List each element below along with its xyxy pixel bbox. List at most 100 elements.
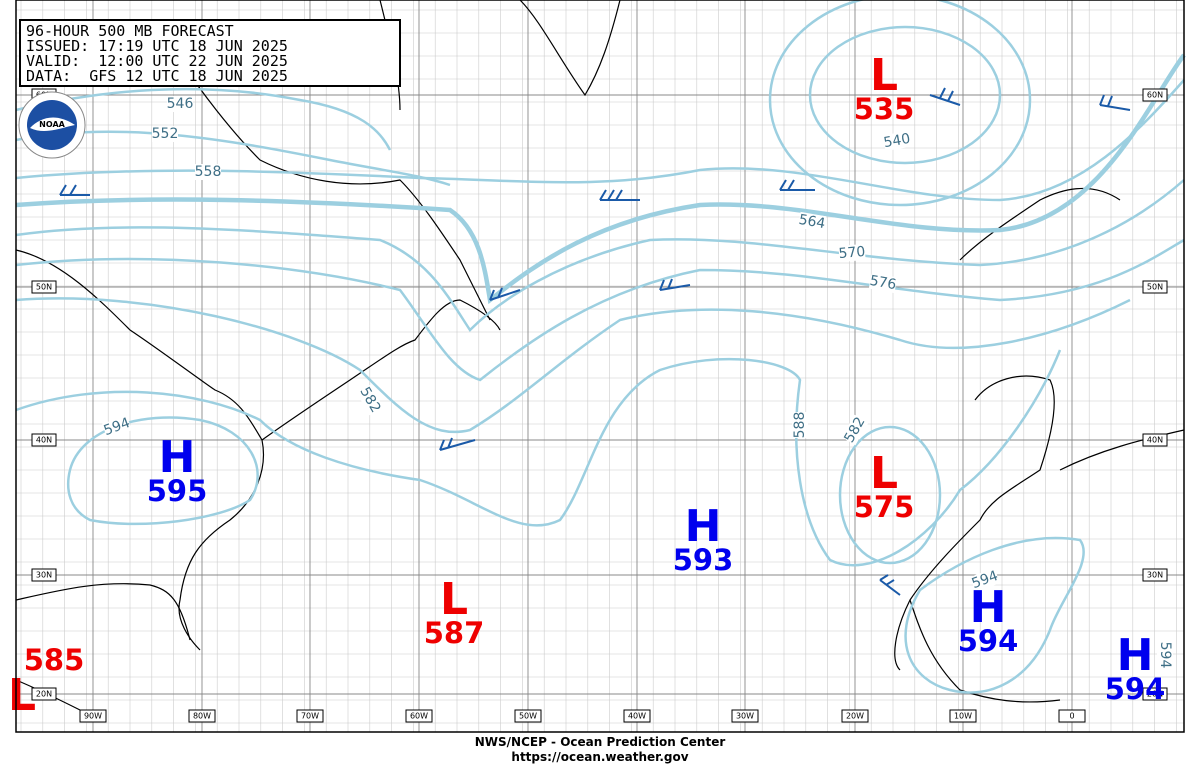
- wind-barb: [59, 184, 90, 196]
- contour-label-bg: [195, 164, 221, 180]
- label-box: [79, 709, 107, 723]
- contour: [15, 297, 1131, 434]
- footer-line: NWS/NCEP - Ocean Prediction Center: [475, 735, 726, 749]
- center-letter: L: [870, 448, 898, 499]
- header-line: DATA: GFS 12 UTC 18 JUN 2025: [26, 67, 288, 85]
- lat-label: 50N: [36, 283, 52, 292]
- header-line: VALID: 12:00 UTC 22 JUN 2025: [26, 52, 288, 70]
- map-frame: [15, 0, 1185, 733]
- coast-africa: [909, 599, 1061, 703]
- wind-barb: [929, 87, 961, 106]
- lat-label: 20N: [1147, 690, 1163, 699]
- lat-label: 60N: [1147, 91, 1163, 100]
- contours: [15, 0, 1186, 694]
- contour-label: 576: [868, 273, 897, 293]
- contour: [768, 0, 1032, 207]
- contour-label: 588: [792, 412, 808, 439]
- noaa-logo: NOAA: [18, 91, 86, 159]
- lon-label: 80W: [193, 712, 211, 721]
- contour-label: 552: [152, 126, 179, 142]
- label-box: [841, 709, 869, 723]
- label-box: [1142, 280, 1168, 294]
- label-box: [31, 433, 57, 447]
- contour-label: 564: [797, 212, 826, 232]
- center-letter: H: [685, 501, 722, 552]
- center-value: 585: [24, 643, 85, 677]
- contour: [15, 179, 1185, 332]
- wind-barb: [439, 437, 476, 451]
- contour-label: 594: [1157, 642, 1173, 669]
- center-value: 595: [147, 474, 208, 508]
- label-box: [1142, 687, 1168, 701]
- label-box: [949, 709, 977, 723]
- contour: [15, 130, 451, 187]
- label-box: [623, 709, 651, 723]
- logo-gull: [30, 117, 75, 132]
- center-value: 587: [424, 616, 485, 650]
- center-value: 593: [673, 543, 734, 577]
- contour-label-bg: [356, 384, 384, 416]
- wind-barb: [879, 574, 901, 596]
- label-box: [1058, 709, 1086, 723]
- grid: [16, 0, 1184, 732]
- label-box: [188, 709, 216, 723]
- label-box: [31, 568, 57, 582]
- lon-label: 50W: [519, 712, 537, 721]
- wind-barb: [659, 278, 691, 291]
- coast-europe: [894, 187, 1185, 671]
- label-box: [1142, 88, 1168, 102]
- contour-label-bg: [102, 415, 132, 439]
- contour-label: 546: [167, 96, 194, 112]
- center-letter: H: [159, 432, 196, 483]
- lon-label: 30W: [736, 712, 754, 721]
- contour: [15, 53, 1186, 305]
- footer-line: https://ocean.weather.gov: [511, 750, 688, 764]
- logo-text: NOAA: [39, 120, 65, 129]
- lon-label: 60W: [410, 712, 428, 721]
- label-box: [1142, 568, 1168, 582]
- lon-label: 90W: [84, 712, 102, 721]
- center-value: 594: [1105, 672, 1166, 706]
- contour: [838, 425, 942, 565]
- contour-label-bg: [1157, 642, 1173, 668]
- wind-barb: [779, 179, 815, 191]
- lat-label: 30N: [36, 571, 52, 580]
- center-letter: L: [8, 670, 36, 721]
- contour-label-bg: [152, 126, 178, 142]
- center-letter: H: [970, 582, 1007, 633]
- header-box: [19, 19, 401, 87]
- contour-label: 570: [838, 244, 866, 262]
- center-value: 594: [958, 624, 1019, 658]
- coast-north-america: [15, 249, 501, 651]
- contour-label-bg: [838, 243, 866, 263]
- label-box: [514, 709, 542, 723]
- contour-label-bg: [868, 272, 898, 294]
- coast-labrador: [179, 59, 491, 321]
- label-box: [31, 280, 57, 294]
- label-box: [405, 709, 433, 723]
- contour: [15, 349, 1062, 567]
- lon-label: 70W: [301, 712, 319, 721]
- center-value: 535: [854, 92, 915, 126]
- wind-barb: [1099, 94, 1131, 111]
- wind-barb: [489, 287, 521, 301]
- lat-label: 40N: [1147, 436, 1163, 445]
- lon-label: 20W: [846, 712, 864, 721]
- contour-label-bg: [841, 414, 869, 446]
- lat-label: 50N: [1147, 283, 1163, 292]
- header-line: ISSUED: 17:19 UTC 18 JUN 2025: [26, 37, 288, 55]
- contour: [15, 79, 1185, 202]
- label-box: [1142, 433, 1168, 447]
- center-value: 575: [854, 490, 915, 524]
- contour: [15, 87, 392, 151]
- contour-label-bg: [792, 412, 808, 438]
- center-letter: L: [440, 574, 468, 625]
- lat-label: 40N: [36, 436, 52, 445]
- lon-label: 40W: [628, 712, 646, 721]
- contour: [66, 416, 259, 526]
- contour-label: 540: [882, 131, 911, 151]
- contour: [904, 536, 1085, 694]
- label-box: [296, 709, 324, 723]
